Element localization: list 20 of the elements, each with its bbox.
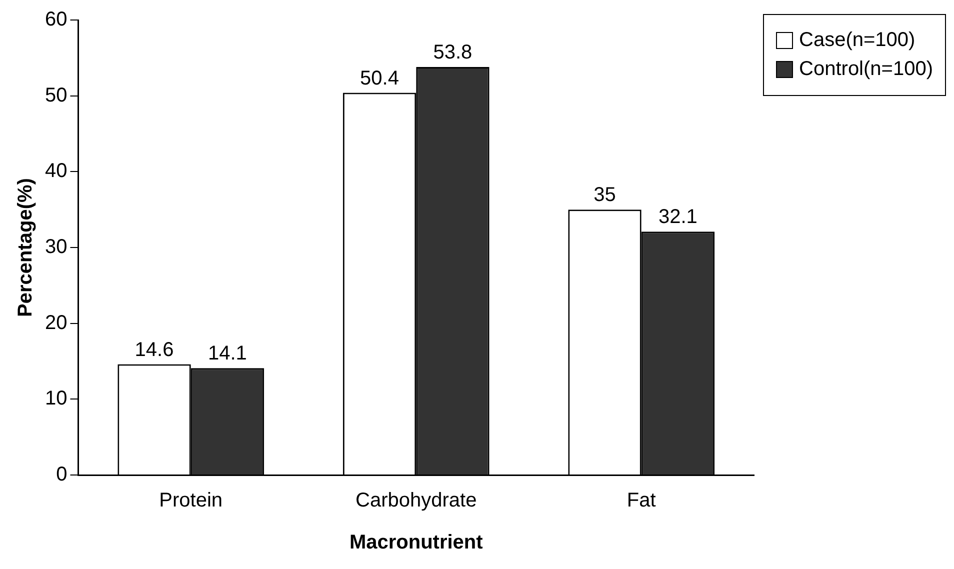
data-label: 14.1 xyxy=(208,342,247,365)
legend-label: Control(n=100) xyxy=(799,58,933,81)
data-label: 35 xyxy=(594,184,616,206)
data-label: 50.4 xyxy=(360,67,399,90)
y-tick-label: 40 xyxy=(44,160,68,182)
data-label: 32.1 xyxy=(658,206,698,228)
y-tick-label: 0 xyxy=(56,464,68,486)
y-tick-label: 50 xyxy=(44,84,68,106)
x-tick-label: Carbohydrate xyxy=(356,490,477,512)
data-label: 14.6 xyxy=(134,338,174,361)
x-axis-title: Macronutrient xyxy=(349,532,484,554)
y-axis-title: Percentage(%) xyxy=(14,178,37,317)
text: Case(n=100) xyxy=(799,29,916,52)
y-tick-label: 10 xyxy=(44,388,68,410)
data-label: 53.8 xyxy=(433,42,472,64)
x-tick-label: Fat xyxy=(626,490,656,512)
y-tick-label: 20 xyxy=(44,312,68,334)
y-tick-label: 60 xyxy=(44,8,68,31)
y-tick-label: 30 xyxy=(44,236,68,258)
x-tick-label: Protein xyxy=(159,490,223,512)
